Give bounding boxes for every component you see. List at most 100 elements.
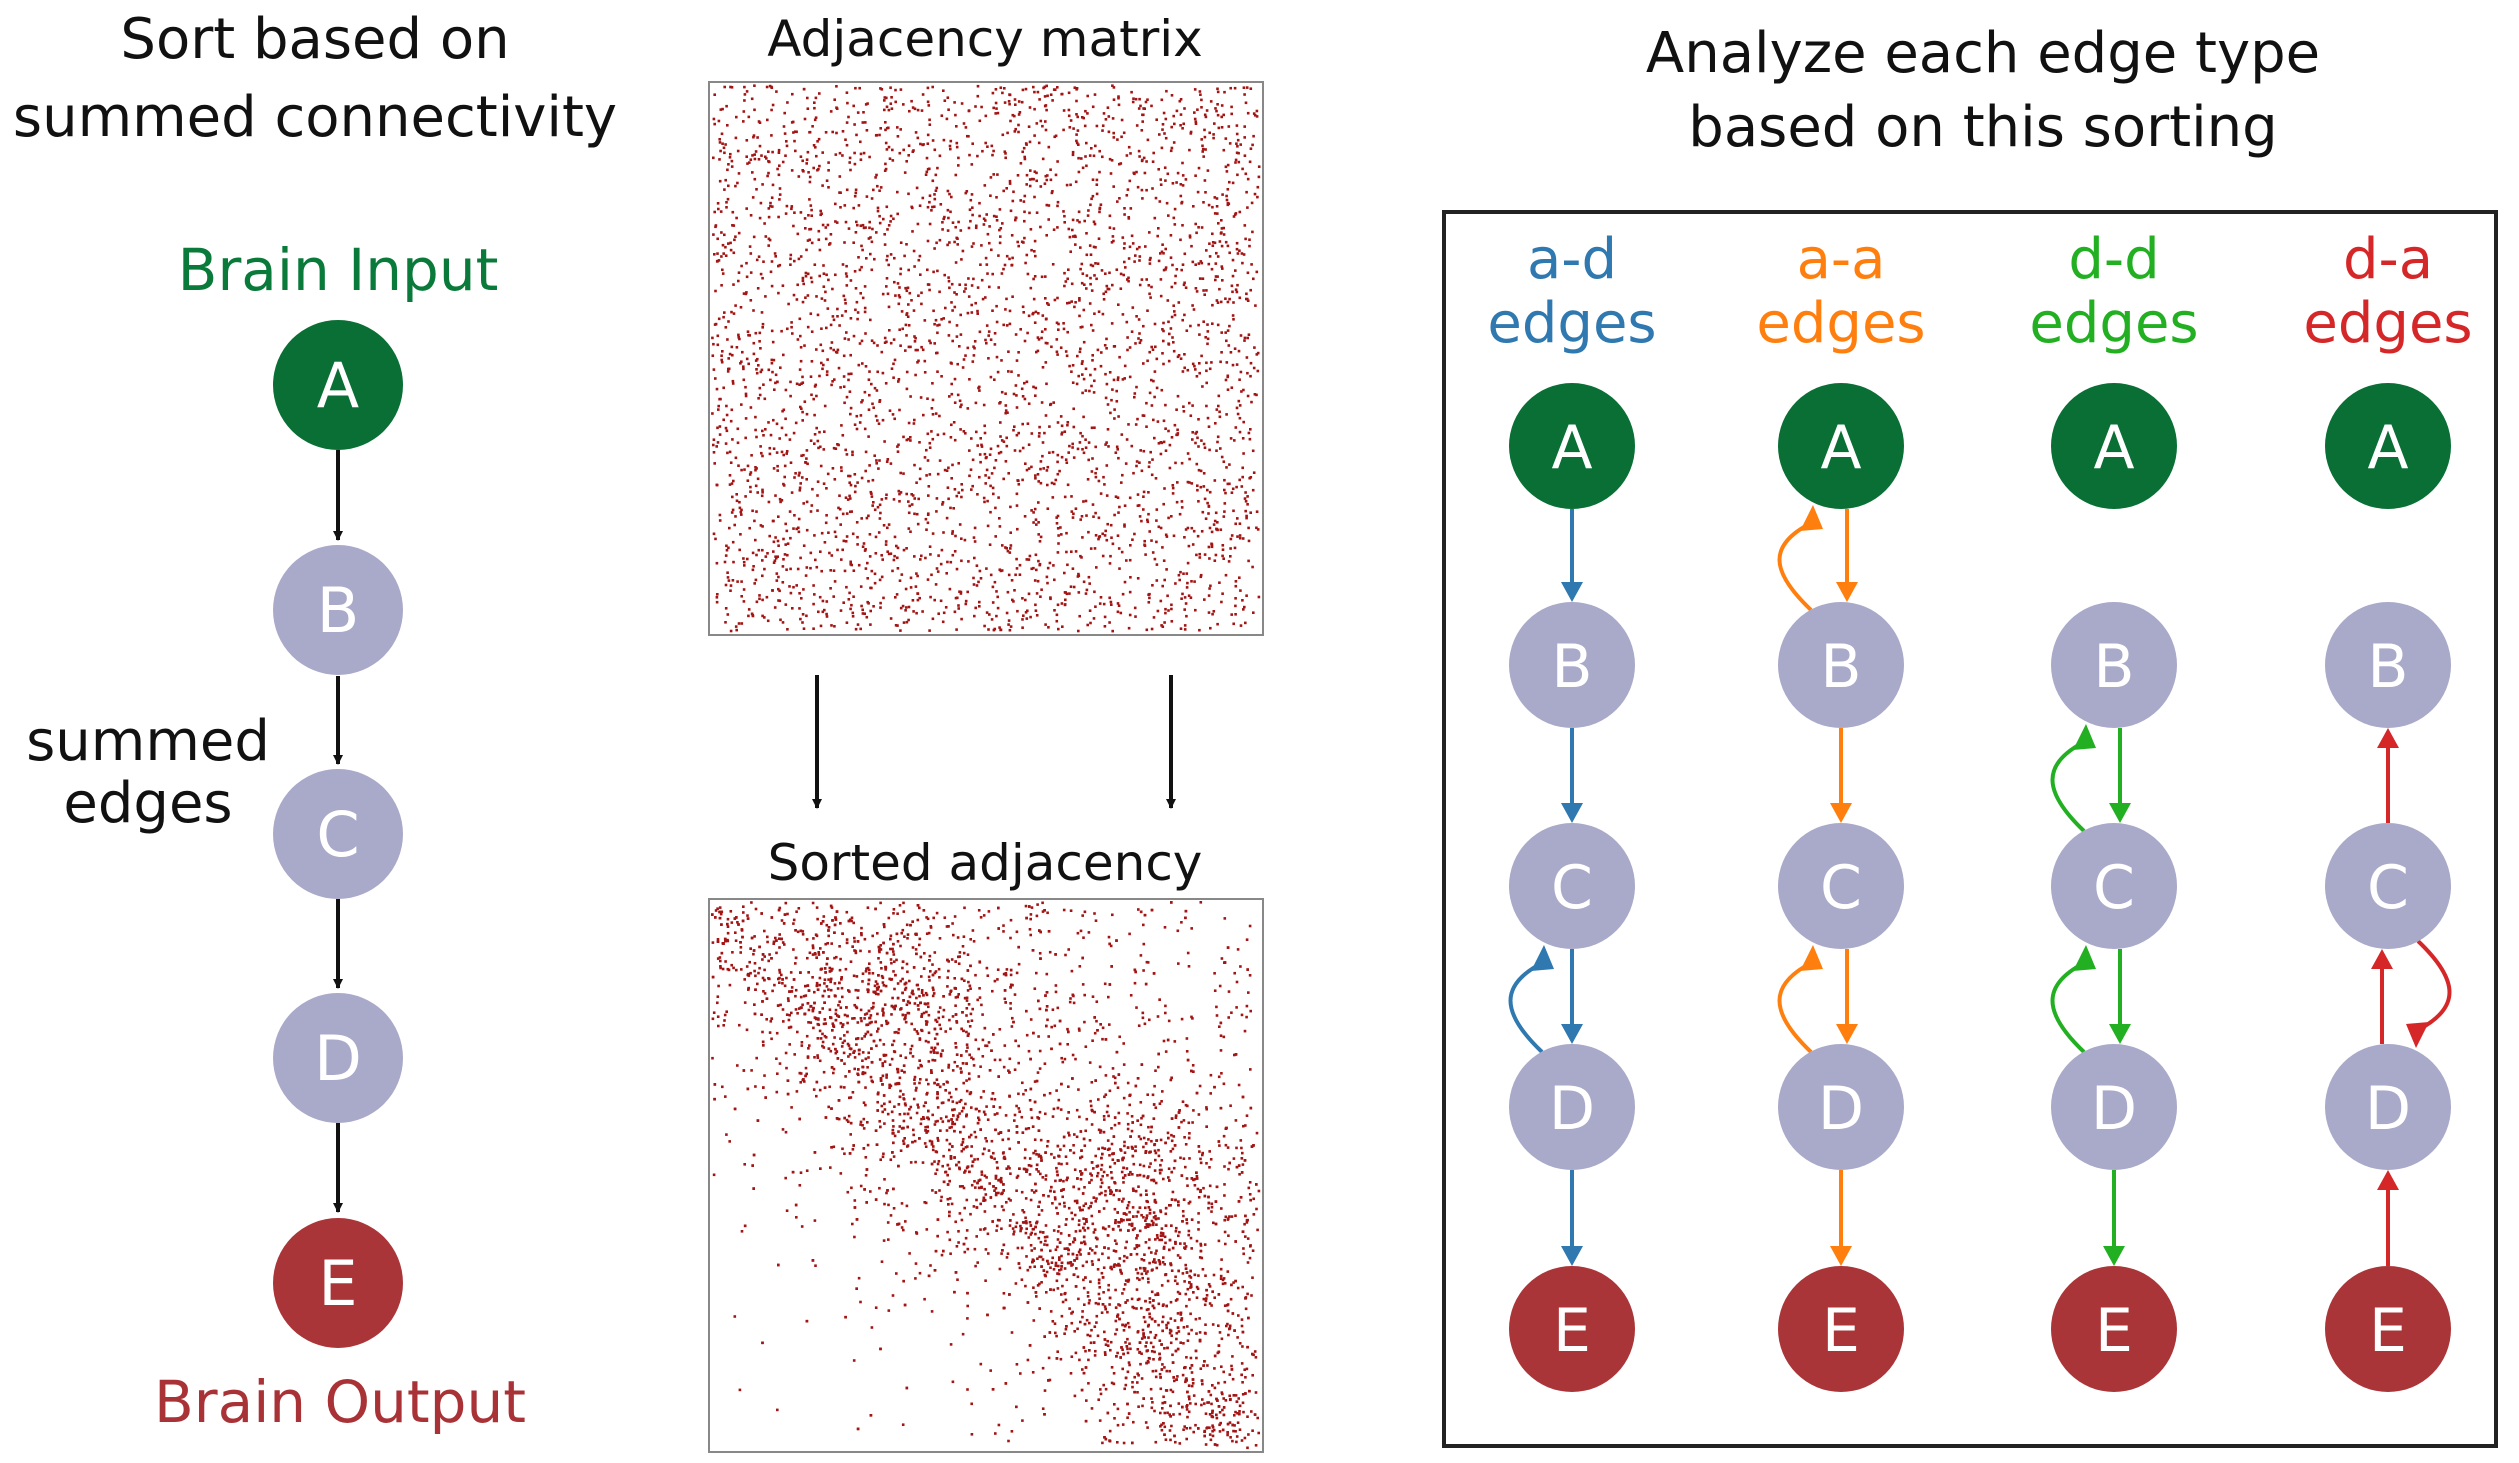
column-a-a-label-line2: edges <box>1756 291 1925 356</box>
column-a-a-edge-b-a <box>1777 521 1813 612</box>
edge-types-box <box>1442 210 2498 1448</box>
column-a-a-label-line1: a-a <box>1797 227 1886 292</box>
column-a-d-node-d-label: D <box>1549 1074 1595 1144</box>
column-d-a-node-b: B <box>2325 602 2451 728</box>
column-a-a-edge-d-c <box>1777 961 1813 1054</box>
column-a-d-edge-d-c <box>1508 961 1544 1054</box>
column-d-d-label-line1: d-d <box>2068 227 2159 292</box>
column-d-a-node-d: D <box>2325 1044 2451 1170</box>
column-d-a-node-b-label: B <box>2367 632 2408 702</box>
column-d-d-edge-d-e-head <box>2103 1246 2125 1266</box>
column-d-a-node-e-label: E <box>2369 1296 2407 1366</box>
adjacency-matrix-frame <box>708 81 1264 636</box>
column-d-a-edge-c-b-head <box>2377 728 2399 748</box>
column-a-a-edge-d-c-head <box>1800 945 1823 971</box>
left-node-d-label: D <box>314 1022 362 1095</box>
column-a-d-edge-d-c-head <box>1531 945 1554 971</box>
column-d-d-edge-d-c-head <box>2073 945 2096 971</box>
column-a-d-label-line1: a-d <box>1527 227 1617 292</box>
left-panel: Sort based on summed connectivity Brain … <box>13 7 617 1436</box>
column-d-a-edge-c-d-head <box>2406 1022 2429 1048</box>
right-title-line2: based on this sorting <box>1688 95 2277 160</box>
column-d-a-edge-e-d-head <box>2377 1170 2399 1190</box>
column-d-d-node-e: E <box>2051 1266 2177 1392</box>
summed-edges-label-line2: edges <box>63 771 232 836</box>
column-a-d-node-c-label: C <box>1551 853 1593 923</box>
column-d-d-node-a-label: A <box>2093 413 2134 483</box>
left-node-c-label: C <box>316 798 359 871</box>
column-a-a-node-a: A <box>1778 383 1904 509</box>
column-a-a-node-c: C <box>1778 823 1904 949</box>
column-a-a-node-e-label: E <box>1822 1296 1860 1366</box>
column-a-a-node-d: D <box>1778 1044 1904 1170</box>
column-d-a-node-a: A <box>2325 383 2451 509</box>
column-d-a-node-c: C <box>2325 823 2451 949</box>
column-a-d-node-e: E <box>1509 1266 1635 1392</box>
left-node-c: C <box>273 769 403 899</box>
left-node-a-label: A <box>317 349 359 422</box>
left-title-line2: summed connectivity <box>13 85 617 150</box>
column-d-a-edge-d-c-head <box>2371 949 2393 969</box>
brain-input-label: Brain Input <box>178 236 499 304</box>
left-title-line1: Sort based on <box>120 7 509 72</box>
left-node-e: E <box>273 1218 403 1348</box>
sorted-adjacency-title: Sorted adjacency <box>768 834 1203 892</box>
sorted-adjacency-dots <box>711 901 1261 1450</box>
column-d-a-label-line2: edges <box>2303 291 2472 356</box>
column-a-a-node-b: B <box>1778 602 1904 728</box>
left-node-e-label: E <box>318 1247 357 1320</box>
column-a-d-node-e-label: E <box>1553 1296 1591 1366</box>
column-a-d-node-a: A <box>1509 383 1635 509</box>
column-d-d-edge-c-b <box>2050 740 2086 833</box>
column-a-a-node-e: E <box>1778 1266 1904 1392</box>
column-d-d-edge-d-c <box>2050 961 2086 1054</box>
column-a-a-node-d-label: D <box>1818 1074 1864 1144</box>
column-a-d-edge-a-b-head <box>1561 582 1583 602</box>
adjacency-matrix-dots <box>711 84 1261 633</box>
column-d-d-node-d: D <box>2051 1044 2177 1170</box>
column-d-a-edge-c-d <box>2416 939 2452 1032</box>
middle-panel: Adjacency matrix Sorted adjacency <box>708 10 1264 1453</box>
adjacency-matrix-title: Adjacency matrix <box>767 10 1203 68</box>
column-a-a-edge-c-d-head <box>1836 1024 1858 1044</box>
column-d-d-node-a: A <box>2051 383 2177 509</box>
column-d-d-node-c-label: C <box>2093 853 2135 923</box>
left-node-b-label: B <box>317 574 360 647</box>
column-a-d-edge-c-d-head <box>1561 1024 1583 1044</box>
right-panel: Analyze each edge type based on this sor… <box>1442 21 2498 1448</box>
column-a-d-node-a-label: A <box>1551 413 1592 483</box>
brain-output-label: Brain Output <box>154 1368 526 1436</box>
column-d-d-node-b-label: B <box>2093 632 2134 702</box>
column-a-a-edge-b-a-head <box>1800 505 1823 531</box>
column-d-d-edge-c-d-head <box>2109 1024 2131 1044</box>
left-node-d: D <box>273 993 403 1123</box>
column-d-a-node-a-label: A <box>2367 413 2408 483</box>
column-d-a-node-c-label: C <box>2367 853 2409 923</box>
column-a-d-node-b: B <box>1509 602 1635 728</box>
column-d-d-node-e-label: E <box>2095 1296 2133 1366</box>
column-a-d-edge-b-c-head <box>1561 803 1583 823</box>
column-d-a-label-line1: d-a <box>2343 227 2433 292</box>
column-d-d-edge-b-c-head <box>2109 803 2131 823</box>
column-a-a-edge-b-c-head <box>1830 803 1852 823</box>
column-a-d-node-c: C <box>1509 823 1635 949</box>
column-a-a-edge-d-e-head <box>1830 1246 1852 1266</box>
column-d-d-node-b: B <box>2051 602 2177 728</box>
column-d-a-node-d-label: D <box>2365 1074 2411 1144</box>
column-d-d-edge-c-b-head <box>2073 724 2096 750</box>
column-a-a-node-b-label: B <box>1820 632 1861 702</box>
column-d-a-node-e: E <box>2325 1266 2451 1392</box>
left-node-b: B <box>273 545 403 675</box>
column-a-a-node-a-label: A <box>1820 413 1861 483</box>
column-a-d-node-d: D <box>1509 1044 1635 1170</box>
column-a-d-node-b-label: B <box>1551 632 1592 702</box>
column-d-d-node-c: C <box>2051 823 2177 949</box>
right-title-line1: Analyze each edge type <box>1646 21 2320 86</box>
left-node-a: A <box>273 320 403 450</box>
column-a-d-edge-d-e-head <box>1561 1246 1583 1266</box>
